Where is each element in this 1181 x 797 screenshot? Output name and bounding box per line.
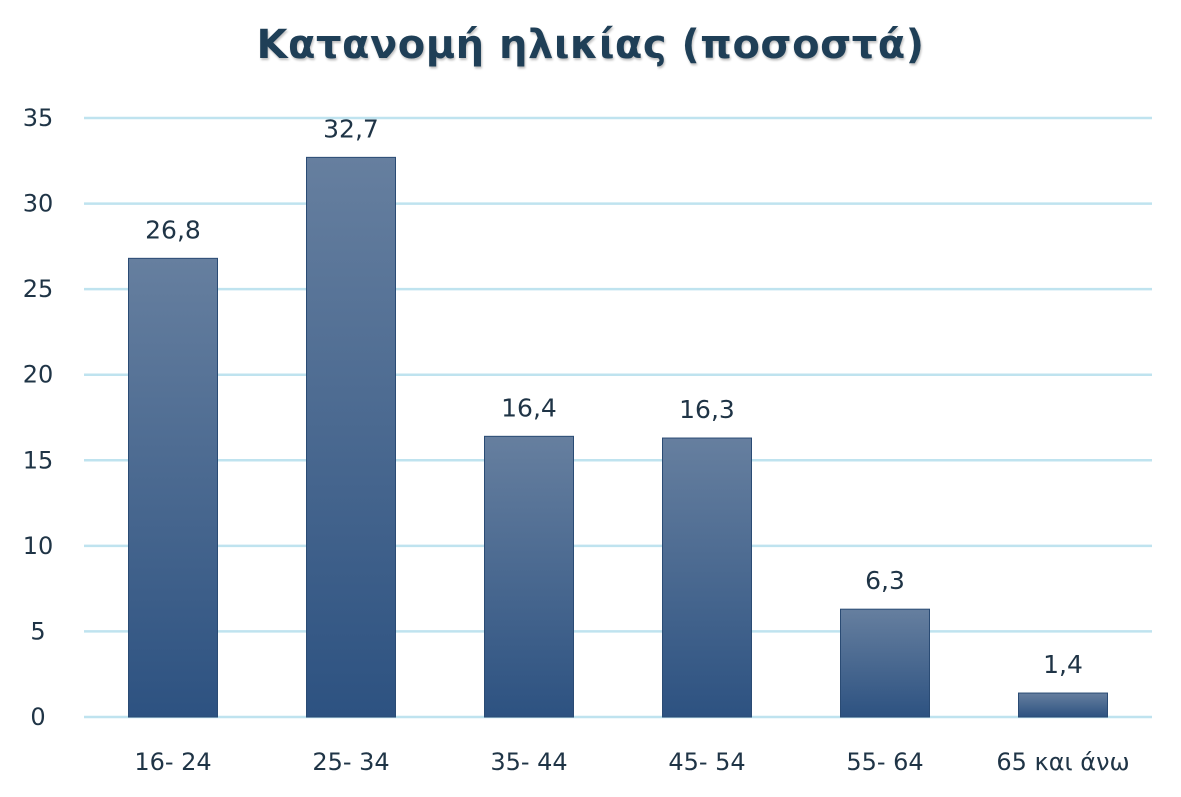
chart-title: Κατανομή ηλικίας (ποσοστά) <box>256 22 925 68</box>
y-tick-label: 0 <box>30 703 45 731</box>
y-tick-label: 15 <box>23 446 54 474</box>
x-category-label: 16- 24 <box>134 748 211 776</box>
bar-value-label: 26,8 <box>145 215 201 244</box>
y-axis-tick-labels: 0 5 10 15 20 25 30 35 <box>23 104 54 731</box>
bar-value-label: 16,4 <box>501 393 557 422</box>
y-tick-label: 5 <box>30 617 45 645</box>
data-labels: 26,8 32,7 16,4 16,3 6,3 1,4 <box>145 114 1083 679</box>
x-category-label: 55- 64 <box>846 748 923 776</box>
bar-1 <box>128 257 218 718</box>
x-category-label: 45- 54 <box>668 748 745 776</box>
x-category-label: 65 και άνω <box>996 748 1129 776</box>
x-axis-category-labels: 16- 24 25- 34 35- 44 45- 54 55- 64 65 και άνω <box>134 748 1129 776</box>
y-tick-label: 30 <box>23 190 54 218</box>
bar-value-label: 32,7 <box>323 114 379 143</box>
y-tick-label: 10 <box>23 532 54 560</box>
bar-value-label: 6,3 <box>865 566 905 595</box>
bars <box>128 156 1108 718</box>
y-tick-label: 20 <box>23 361 54 389</box>
y-tick-label: 35 <box>23 104 54 132</box>
bar-3 <box>484 435 574 718</box>
gridlines <box>84 116 1152 719</box>
x-category-label: 35- 44 <box>490 748 567 776</box>
x-category-label: 25- 34 <box>312 748 389 776</box>
bar-value-label: 1,4 <box>1043 650 1083 679</box>
bar-6 <box>1018 692 1108 718</box>
bar-4 <box>662 437 752 718</box>
bar-2 <box>306 156 396 718</box>
y-tick-label: 25 <box>23 275 54 303</box>
bar-5 <box>840 608 930 718</box>
bar-value-label: 16,3 <box>679 395 735 424</box>
